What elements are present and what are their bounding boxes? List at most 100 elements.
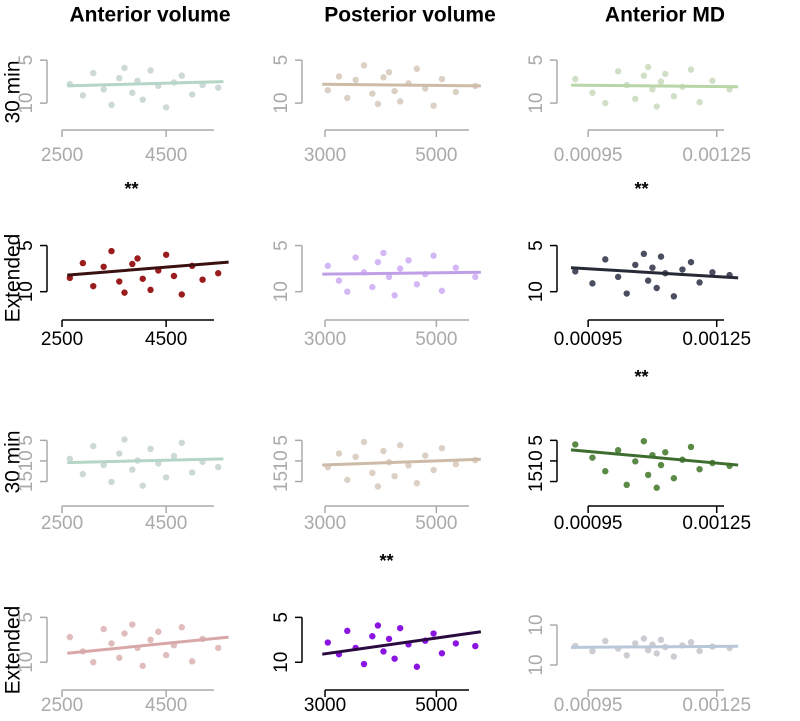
point bbox=[344, 627, 351, 635]
point bbox=[653, 284, 660, 292]
point bbox=[90, 442, 97, 450]
x-tick-label: 0.00125 bbox=[682, 513, 751, 534]
point bbox=[614, 273, 622, 281]
point bbox=[134, 255, 141, 262]
point bbox=[709, 269, 716, 276]
point bbox=[687, 639, 695, 646]
point bbox=[139, 662, 146, 670]
point bbox=[380, 447, 387, 455]
point bbox=[108, 640, 115, 647]
point bbox=[79, 92, 87, 99]
x-tick-label: 0.00125 bbox=[682, 329, 751, 350]
point bbox=[602, 99, 609, 107]
point bbox=[422, 452, 429, 459]
point bbox=[649, 86, 656, 93]
point bbox=[324, 262, 332, 270]
point bbox=[116, 278, 123, 285]
point bbox=[324, 87, 332, 94]
y-tick-label: 10 bbox=[271, 281, 292, 302]
point bbox=[199, 276, 206, 283]
point bbox=[687, 258, 695, 266]
y-tick-label: 5 bbox=[526, 55, 547, 66]
point bbox=[422, 85, 429, 92]
x-tick-label: 0.00095 bbox=[554, 145, 623, 166]
point bbox=[657, 78, 665, 85]
x-tick-label: 4500 bbox=[145, 695, 187, 716]
point bbox=[696, 99, 703, 106]
point bbox=[623, 652, 630, 659]
point bbox=[79, 259, 87, 267]
x-tick-label: 0.00095 bbox=[554, 329, 623, 350]
point bbox=[215, 644, 222, 652]
point bbox=[129, 466, 136, 473]
x-tick-label: 4500 bbox=[145, 329, 187, 350]
point bbox=[644, 277, 652, 284]
point bbox=[640, 72, 648, 79]
point bbox=[589, 280, 596, 287]
point bbox=[100, 625, 107, 633]
y-tick-label: 5 bbox=[16, 612, 37, 623]
column-title: Anterior MD bbox=[605, 4, 725, 27]
point bbox=[335, 73, 343, 80]
x-tick-label: 4500 bbox=[145, 145, 187, 166]
point bbox=[162, 651, 170, 659]
point bbox=[129, 89, 136, 96]
point bbox=[632, 95, 639, 103]
point bbox=[413, 281, 421, 288]
point bbox=[380, 648, 387, 655]
point bbox=[640, 635, 648, 642]
point bbox=[589, 89, 596, 96]
point bbox=[670, 475, 678, 482]
point bbox=[129, 260, 136, 268]
row-label: Extended bbox=[2, 234, 25, 323]
point bbox=[614, 447, 622, 454]
point bbox=[147, 445, 154, 453]
point bbox=[352, 453, 359, 461]
row-label: 30 min bbox=[2, 60, 25, 123]
y-tick-label: 15 bbox=[16, 471, 37, 492]
point bbox=[632, 458, 639, 465]
point bbox=[66, 633, 74, 641]
point bbox=[396, 624, 404, 632]
point bbox=[380, 74, 387, 81]
point bbox=[696, 279, 703, 286]
point bbox=[139, 96, 146, 103]
point bbox=[452, 640, 460, 647]
point bbox=[396, 98, 404, 105]
point bbox=[147, 636, 154, 644]
y-tick-label: 15 bbox=[526, 471, 547, 492]
x-tick-label: 2500 bbox=[41, 145, 83, 166]
row-label: Extended bbox=[2, 606, 25, 695]
point bbox=[391, 292, 398, 299]
point bbox=[589, 648, 596, 655]
point bbox=[121, 289, 128, 296]
y-tick-label: 5 bbox=[526, 435, 547, 446]
point bbox=[178, 439, 185, 447]
point bbox=[162, 251, 170, 258]
point bbox=[162, 104, 170, 111]
point bbox=[391, 655, 398, 662]
y-tick-label: 10 bbox=[16, 93, 37, 114]
point bbox=[188, 469, 196, 476]
point bbox=[66, 455, 74, 463]
x-tick-label: 5000 bbox=[415, 145, 457, 166]
point bbox=[687, 66, 695, 73]
fit-line bbox=[322, 630, 482, 656]
point bbox=[369, 633, 376, 640]
x-tick-label: 2500 bbox=[41, 329, 83, 350]
y-tick-label: 5 bbox=[271, 55, 292, 66]
point bbox=[709, 77, 716, 84]
point bbox=[391, 472, 398, 480]
point bbox=[369, 90, 376, 97]
point bbox=[344, 476, 351, 484]
point bbox=[623, 290, 630, 297]
point bbox=[430, 102, 437, 109]
point bbox=[632, 640, 639, 647]
point bbox=[79, 470, 87, 478]
point bbox=[696, 465, 703, 473]
point bbox=[139, 275, 146, 282]
point bbox=[374, 622, 382, 629]
significance: ** bbox=[124, 179, 138, 199]
point bbox=[188, 658, 196, 665]
